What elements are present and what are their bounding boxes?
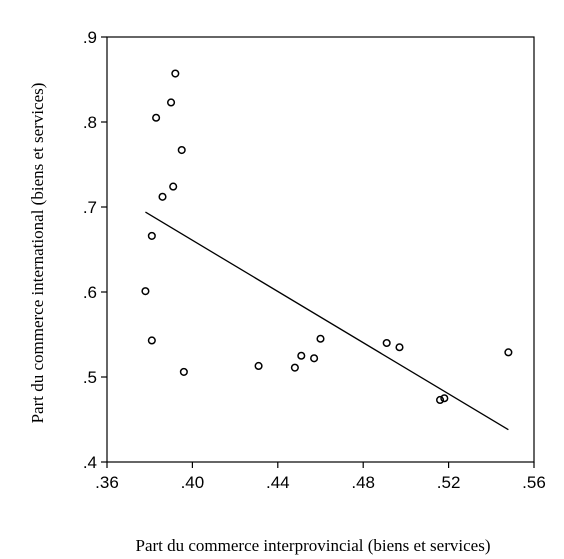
plot-frame	[106, 36, 535, 463]
x-axis-title: Part du commerce interprovincial (biens …	[136, 536, 491, 555]
x-tick-label: .36	[95, 473, 119, 492]
y-tick-label: .6	[83, 283, 97, 302]
scatter-point	[141, 287, 150, 296]
x-axis-ticks: .36 .40 .44 .48 .52 .56	[95, 462, 546, 492]
fit-line-layer	[145, 211, 509, 431]
scatter-point	[440, 394, 449, 403]
x-tick-label: .44	[266, 473, 290, 492]
y-tick-label: .5	[83, 368, 97, 387]
x-tick-label: .52	[437, 473, 461, 492]
scatter-point	[152, 113, 161, 122]
y-axis-title: Part du commerce international (biens et…	[28, 83, 47, 424]
scatter-point	[158, 192, 167, 201]
scatter-point	[382, 338, 391, 348]
scatter-point	[395, 343, 404, 352]
scatter-point	[436, 395, 445, 405]
regression-line	[145, 211, 509, 431]
scatter-point	[177, 146, 186, 155]
scatter-point	[316, 334, 325, 343]
scatter-point	[167, 98, 176, 107]
scatter-point	[297, 351, 306, 360]
y-tick-label: .4	[83, 453, 97, 472]
points-layer	[141, 69, 513, 405]
scatter-point	[169, 182, 178, 191]
scatter-point	[179, 367, 188, 376]
scatter-point	[147, 336, 156, 345]
y-tick-label: .7	[83, 198, 97, 217]
scatter-point	[171, 69, 180, 78]
x-tick-label: .56	[522, 473, 546, 492]
scatter-point	[310, 354, 319, 363]
scatter-point	[504, 348, 513, 357]
scatter-point	[147, 231, 156, 240]
y-tick-label: .9	[83, 28, 97, 47]
scatter-point	[254, 361, 263, 371]
y-axis-ticks: .4 .5 .6 .7 .8 .9	[83, 28, 107, 472]
y-tick-label: .8	[83, 113, 97, 132]
x-tick-label: .48	[351, 473, 375, 492]
scatter-point	[290, 363, 299, 372]
x-tick-label: .40	[181, 473, 205, 492]
